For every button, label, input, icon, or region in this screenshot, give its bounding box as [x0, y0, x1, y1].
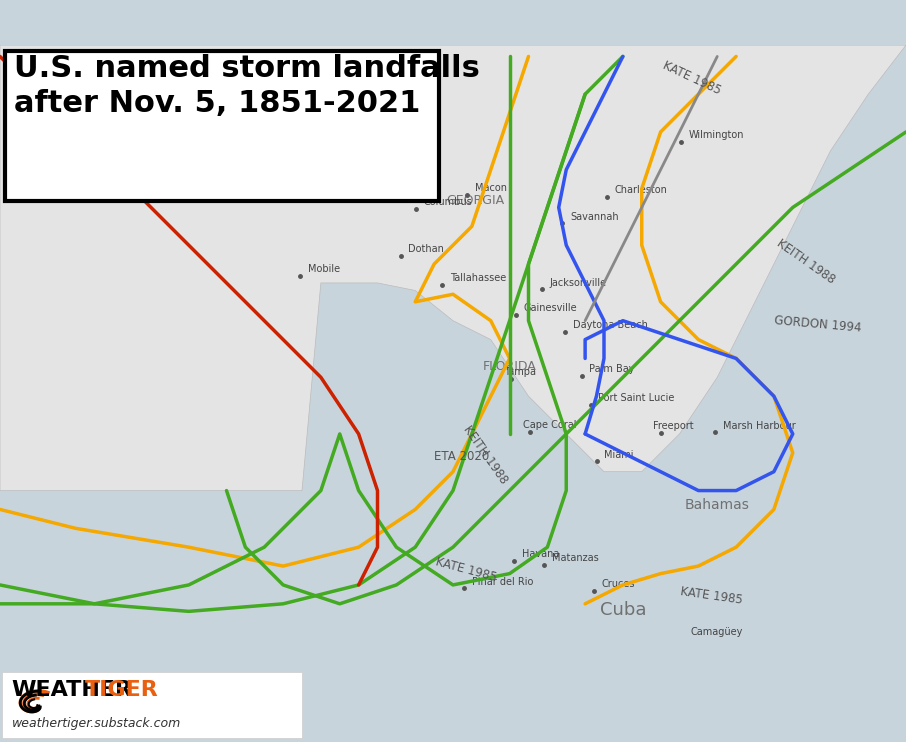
- Text: TIGER: TIGER: [85, 680, 159, 700]
- Text: weathertiger.substack.com: weathertiger.substack.com: [13, 718, 181, 731]
- Text: Savannah: Savannah: [570, 211, 619, 222]
- Text: Tallahassee: Tallahassee: [450, 274, 506, 283]
- Text: Macon: Macon: [475, 183, 506, 193]
- Text: Gainesville: Gainesville: [524, 303, 578, 313]
- Text: Wilmington: Wilmington: [689, 131, 745, 140]
- Text: KATE 1985: KATE 1985: [680, 585, 743, 607]
- FancyBboxPatch shape: [5, 51, 439, 201]
- Text: KATE 1985: KATE 1985: [660, 59, 723, 97]
- Text: KEITH 1988: KEITH 1988: [460, 423, 510, 486]
- Polygon shape: [0, 45, 906, 490]
- Text: Cuba: Cuba: [600, 601, 646, 619]
- Text: Pinar del Rio: Pinar del Rio: [472, 577, 534, 587]
- Text: GORDON 1994: GORDON 1994: [774, 315, 862, 335]
- Text: Bahamas: Bahamas: [685, 499, 749, 513]
- Text: Palm Bay: Palm Bay: [589, 364, 635, 375]
- Text: Port Saint Lucie: Port Saint Lucie: [598, 393, 675, 403]
- Text: Havana: Havana: [522, 549, 559, 559]
- Text: Jacksonville: Jacksonville: [549, 278, 606, 288]
- Text: Miami: Miami: [604, 450, 634, 460]
- Text: Daytona Beach: Daytona Beach: [573, 320, 648, 330]
- Text: Charleston: Charleston: [614, 185, 667, 195]
- Text: WEATHER: WEATHER: [12, 680, 132, 700]
- Text: KATE 1985: KATE 1985: [434, 556, 498, 584]
- Text: ALABAMA: ALABAMA: [317, 179, 378, 191]
- Text: Marsh Harbour: Marsh Harbour: [722, 421, 795, 430]
- Text: Freeport: Freeport: [653, 421, 694, 431]
- Text: Cape Coral: Cape Coral: [523, 420, 576, 430]
- Text: ETA 2020: ETA 2020: [434, 450, 489, 463]
- Text: KEITH 1988: KEITH 1988: [774, 237, 837, 286]
- Text: Mobile: Mobile: [308, 264, 340, 274]
- Text: Matanzas: Matanzas: [552, 553, 599, 562]
- Text: Cruces: Cruces: [602, 580, 635, 589]
- Text: Columbus: Columbus: [423, 197, 472, 207]
- FancyBboxPatch shape: [2, 672, 302, 738]
- Text: Dothan: Dothan: [408, 244, 444, 254]
- Text: GEORGIA: GEORGIA: [447, 194, 505, 207]
- Text: FLORIDA: FLORIDA: [483, 360, 536, 372]
- Text: Camagüey: Camagüey: [690, 627, 743, 637]
- Text: U.S. named storm landfalls
after Nov. 5, 1851-2021: U.S. named storm landfalls after Nov. 5,…: [14, 53, 479, 117]
- Text: Tampa: Tampa: [504, 367, 535, 378]
